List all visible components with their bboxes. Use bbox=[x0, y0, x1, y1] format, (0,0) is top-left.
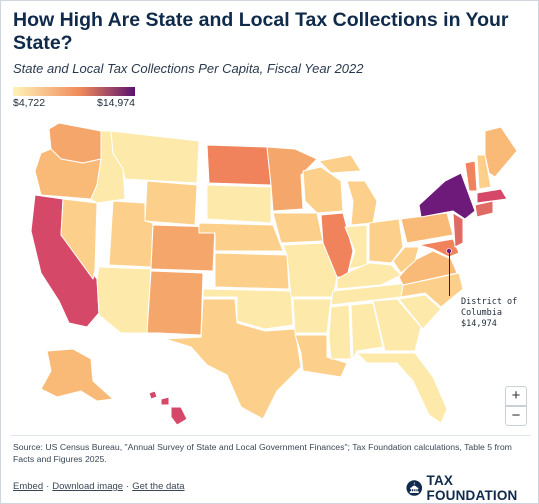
embed-link[interactable]: Embed bbox=[13, 481, 44, 492]
chart-title: How High Are State and Local Tax Collect… bbox=[13, 9, 509, 54]
state-florida[interactable] bbox=[356, 352, 448, 424]
state-massachusetts[interactable] bbox=[476, 188, 508, 204]
get-data-link[interactable]: Get the data bbox=[132, 481, 185, 492]
state-colorado[interactable] bbox=[150, 224, 216, 272]
state-new-jersey[interactable] bbox=[452, 212, 464, 248]
state-nebraska[interactable] bbox=[198, 222, 284, 252]
dc-annotation-line2: Columbia bbox=[461, 308, 502, 318]
tax-foundation-logo[interactable]: TAX FOUNDATION bbox=[406, 473, 538, 503]
footer-links: Embed · Download image · Get the data bbox=[13, 481, 185, 492]
legend-min-label: $4,722 bbox=[13, 97, 46, 109]
state-georgia[interactable] bbox=[372, 298, 422, 352]
state-new-york[interactable] bbox=[418, 172, 476, 220]
state-nevada[interactable] bbox=[60, 198, 98, 280]
source-note: Source: US Census Bureau, "Annual Survey… bbox=[13, 442, 512, 464]
state-wyoming[interactable] bbox=[144, 180, 198, 226]
chart-subtitle: State and Local Tax Collections Per Capi… bbox=[13, 61, 364, 76]
state-maine[interactable] bbox=[484, 126, 518, 178]
state-ohio[interactable] bbox=[368, 218, 404, 264]
state-south-carolina[interactable] bbox=[398, 294, 442, 330]
legend-gradient bbox=[13, 87, 135, 96]
state-new-mexico[interactable] bbox=[146, 270, 204, 336]
capitol-dome-icon bbox=[406, 480, 423, 496]
state-alabama[interactable] bbox=[350, 302, 384, 360]
state-montana[interactable] bbox=[110, 130, 200, 184]
state-west-virginia[interactable] bbox=[392, 246, 420, 274]
state-north-dakota[interactable] bbox=[206, 144, 272, 186]
state-alaska[interactable] bbox=[40, 348, 114, 402]
zoom-in-button[interactable]: + bbox=[505, 386, 527, 406]
annotation-leader-line bbox=[449, 252, 450, 296]
state-utah[interactable] bbox=[108, 200, 154, 268]
state-vermont[interactable] bbox=[464, 160, 478, 192]
us-choropleth-map[interactable] bbox=[1, 101, 539, 441]
state-texas[interactable] bbox=[164, 298, 302, 420]
state-connecticut[interactable] bbox=[474, 200, 494, 218]
footer-divider bbox=[11, 435, 530, 436]
state-pennsylvania[interactable] bbox=[400, 212, 454, 244]
state-minnesota[interactable] bbox=[266, 146, 318, 212]
state-mississippi[interactable] bbox=[328, 304, 352, 360]
state-louisiana[interactable] bbox=[294, 334, 348, 378]
state-wisconsin[interactable] bbox=[302, 166, 344, 214]
state-new-hampshire[interactable] bbox=[476, 154, 492, 190]
download-image-link[interactable]: Download image bbox=[52, 481, 124, 492]
state-south-dakota[interactable] bbox=[206, 184, 272, 224]
state-kansas[interactable] bbox=[214, 252, 290, 290]
brand-name: TAX FOUNDATION bbox=[426, 473, 518, 503]
state-hawaii[interactable] bbox=[148, 390, 188, 426]
dc-annotation: District of Columbia $14,974 bbox=[461, 297, 517, 330]
state-indiana[interactable] bbox=[344, 224, 368, 270]
state-arizona[interactable] bbox=[96, 266, 152, 334]
dc-annotation-line1: District of bbox=[461, 297, 518, 307]
state-arkansas[interactable] bbox=[292, 298, 332, 334]
state-north-carolina[interactable] bbox=[400, 272, 464, 308]
legend-max-label: $14,974 bbox=[97, 97, 135, 109]
state-iowa[interactable] bbox=[272, 212, 324, 244]
state-kentucky[interactable] bbox=[336, 262, 402, 290]
zoom-out-button[interactable]: − bbox=[505, 406, 527, 426]
dc-annotation-line3: $14,974 bbox=[461, 319, 497, 329]
